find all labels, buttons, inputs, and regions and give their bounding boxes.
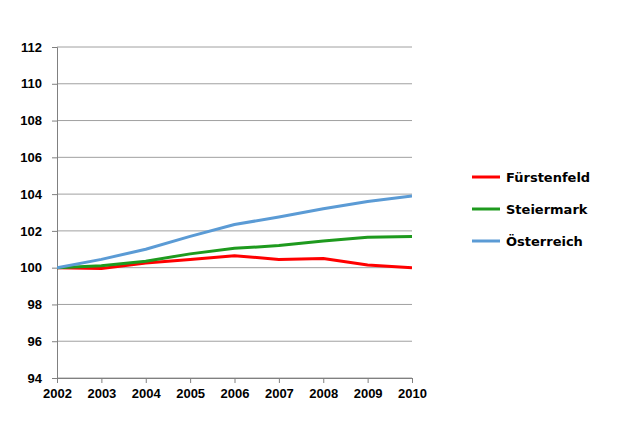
x-tick: 2002: [43, 378, 72, 401]
y-tick: 104: [20, 187, 57, 202]
grid-line: [57, 341, 412, 342]
y-tick: 100: [20, 260, 57, 275]
y-axis-line: [52, 48, 58, 379]
y-tick: 94: [28, 371, 57, 386]
grid-line: [57, 157, 412, 158]
legend-label: Steiermark: [506, 202, 588, 217]
y-tick-mark: [52, 231, 57, 232]
x-tick-label: 2006: [221, 386, 250, 401]
legend: Fürstenfeld Steiermark Österreich: [472, 170, 590, 249]
y-tick-mark: [52, 157, 57, 158]
x-tick-mark: [279, 378, 280, 383]
y-tick-label: 112: [21, 40, 42, 55]
x-tick-label: 2002: [43, 386, 72, 401]
x-tick: 2010: [398, 378, 427, 401]
x-tick-label: 2008: [309, 386, 338, 401]
series-line: [57, 196, 412, 268]
grid-line: [57, 83, 412, 84]
legend-item: Steiermark: [472, 202, 588, 217]
legend-swatch: [472, 176, 500, 179]
y-tick-mark: [52, 121, 57, 122]
x-tick-label: 2003: [87, 386, 116, 401]
x-tick-mark: [101, 378, 102, 383]
x-tick-mark: [235, 378, 236, 383]
grid: [57, 47, 412, 378]
x-tick: 2003: [87, 378, 116, 401]
y-tick-label: 98: [28, 297, 42, 312]
x-tick-label: 2007: [265, 386, 294, 401]
series-line: [57, 236, 412, 267]
x-tick-label: 2004: [132, 386, 162, 401]
grid-line: [57, 230, 412, 231]
y-tick-label: 102: [20, 224, 42, 239]
x-tick: 2006: [221, 378, 250, 401]
x-tick-mark: [146, 378, 147, 383]
x-tick-label: 2010: [398, 386, 427, 401]
chart: 9496981001021041061081101122002200320042…: [0, 0, 631, 432]
y-tick-mark: [52, 268, 57, 269]
y-tick-mark: [52, 194, 57, 195]
y-tick-mark: [52, 304, 57, 305]
x-tick-mark: [190, 378, 191, 383]
legend-label: Österreich: [506, 234, 583, 249]
x-tick: 2008: [309, 378, 338, 401]
y-tick-mark: [52, 341, 57, 342]
legend-item: Fürstenfeld: [472, 170, 590, 185]
legend-label: Fürstenfeld: [506, 170, 590, 185]
grid-line: [57, 194, 412, 195]
x-tick-mark: [412, 378, 413, 383]
legend-swatch: [472, 208, 500, 211]
x-tick-label: 2005: [176, 386, 205, 401]
x-tick-label: 2009: [354, 386, 383, 401]
x-tick: 2007: [265, 378, 294, 401]
y-tick: 98: [28, 297, 57, 312]
y-tick: 112: [21, 40, 57, 55]
plot: 9496981001021041061081101122002200320042…: [20, 40, 427, 402]
legend-swatch: [472, 240, 500, 243]
x-tick-mark: [368, 378, 369, 383]
y-tick-label: 100: [20, 260, 42, 275]
y-tick: 108: [20, 113, 57, 128]
legend-item: Österreich: [472, 234, 583, 249]
y-tick-label: 94: [28, 371, 43, 386]
x-tick: 2009: [354, 378, 383, 401]
x-tick: 2005: [176, 378, 205, 401]
grid-line: [57, 304, 412, 305]
series-lines: [57, 196, 412, 269]
x-tick-mark: [323, 378, 324, 383]
y-tick-label: 108: [20, 113, 42, 128]
grid-line: [57, 120, 412, 121]
y-tick-mark: [52, 378, 57, 379]
x-axis-line: [58, 379, 413, 384]
y-axis: 94 96 98 100 102 104 106 108 110 112: [20, 40, 57, 386]
y-tick-label: 110: [21, 76, 42, 91]
y-tick-mark: [52, 47, 57, 48]
y-tick: 106: [20, 150, 57, 165]
y-tick-mark: [52, 84, 57, 85]
y-tick: 96: [28, 334, 57, 349]
y-tick-label: 104: [20, 187, 42, 202]
x-tick-mark: [57, 378, 58, 383]
x-tick: 2004: [132, 378, 162, 401]
x-axis: 2002 2003 2004 2005 2006 2007 2008 2009 2010: [43, 378, 427, 401]
y-tick: 110: [21, 76, 57, 91]
grid-line: [57, 47, 412, 48]
y-tick-label: 96: [28, 334, 42, 349]
y-tick: 102: [20, 224, 57, 239]
y-tick-label: 106: [20, 150, 42, 165]
